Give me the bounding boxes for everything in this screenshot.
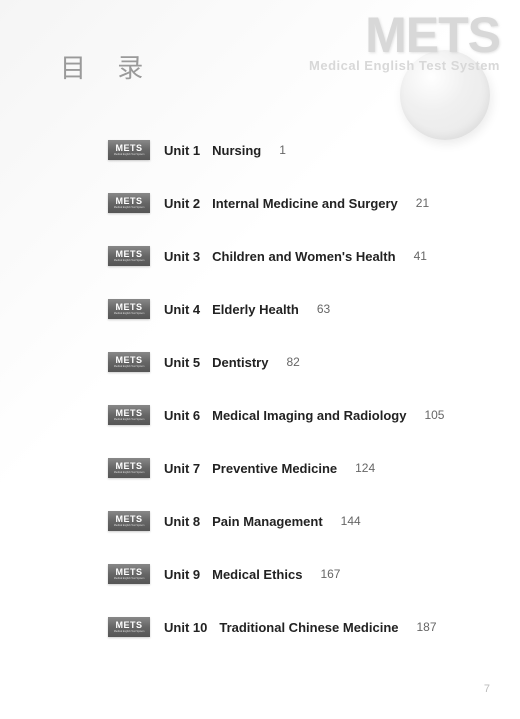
topic-label: Traditional Chinese Medicine [219,620,398,635]
badge-sub-text: Medical English Test System [114,524,145,526]
unit-label: Unit 9 [164,567,200,582]
toc-row: METSMedical English Test System Unit 10 Tr… [108,617,488,637]
mets-badge: METSMedical English Test System [108,564,150,584]
topic-label: Nursing [212,143,261,158]
badge-sub-text: Medical English Test System [114,153,145,155]
toc-row: METSMedical English Test System Unit 2 Int… [108,193,488,213]
page-number: 41 [414,249,427,263]
toc-row: METSMedical English Test System Unit 4 Eld… [108,299,488,319]
page-number: 63 [317,302,330,316]
toc-row: METSMedical English Test System Unit 9 Med… [108,564,488,584]
page-number: 1 [279,143,286,157]
toc-row: METSMedical English Test System Unit 7 Pre… [108,458,488,478]
unit-label: Unit 4 [164,302,200,317]
unit-label: Unit 6 [164,408,200,423]
unit-label: Unit 5 [164,355,200,370]
mets-badge: METSMedical English Test System [108,246,150,266]
topic-label: Children and Women's Health [212,249,395,264]
topic-label: Dentistry [212,355,268,370]
unit-label: Unit 8 [164,514,200,529]
badge-sub-text: Medical English Test System [114,206,145,208]
table-of-contents: METSMedical English Test System Unit 1 Nur… [108,140,488,670]
toc-row: METSMedical English Test System Unit 6 Med… [108,405,488,425]
page-number: 21 [416,196,429,210]
topic-label: Pain Management [212,514,323,529]
toc-row: METSMedical English Test System Unit 5 Den… [108,352,488,372]
mets-badge: METSMedical English Test System [108,140,150,160]
badge-sub-text: Medical English Test System [114,577,145,579]
footer-page-number: 7 [484,683,490,695]
watermark-subtitle: Medical English Test System [309,58,500,73]
unit-label: Unit 2 [164,196,200,211]
topic-label: Internal Medicine and Surgery [212,196,398,211]
badge-sub-text: Medical English Test System [114,418,145,420]
badge-sub-text: Medical English Test System [114,259,145,261]
page-number: 167 [320,567,340,581]
mets-badge: METSMedical English Test System [108,511,150,531]
toc-row: METSMedical English Test System Unit 8 Pai… [108,511,488,531]
badge-sub-text: Medical English Test System [114,471,145,473]
badge-sub-text: Medical English Test System [114,365,145,367]
badge-sub-text: Medical English Test System [114,630,145,632]
page-title: 目 录 [60,48,155,85]
watermark-title: METS [309,10,500,60]
toc-row: METSMedical English Test System Unit 3 Chi… [108,246,488,266]
mets-badge: METSMedical English Test System [108,352,150,372]
page-number: 187 [417,620,437,634]
mets-badge: METSMedical English Test System [108,405,150,425]
unit-label: Unit 3 [164,249,200,264]
unit-label: Unit 7 [164,461,200,476]
mets-badge: METSMedical English Test System [108,458,150,478]
topic-label: Medical Imaging and Radiology [212,408,406,423]
mets-badge: METSMedical English Test System [108,193,150,213]
badge-sub-text: Medical English Test System [114,312,145,314]
watermark: METS Medical English Test System [309,10,500,73]
page-number: 144 [341,514,361,528]
page-number: 124 [355,461,375,475]
unit-label: Unit 1 [164,143,200,158]
mets-badge: METSMedical English Test System [108,299,150,319]
page-number: 82 [286,355,299,369]
topic-label: Medical Ethics [212,567,302,582]
topic-label: Preventive Medicine [212,461,337,476]
unit-label: Unit 10 [164,620,207,635]
mets-badge: METSMedical English Test System [108,617,150,637]
page-number: 105 [424,408,444,422]
topic-label: Elderly Health [212,302,299,317]
toc-row: METSMedical English Test System Unit 1 Nur… [108,140,488,160]
